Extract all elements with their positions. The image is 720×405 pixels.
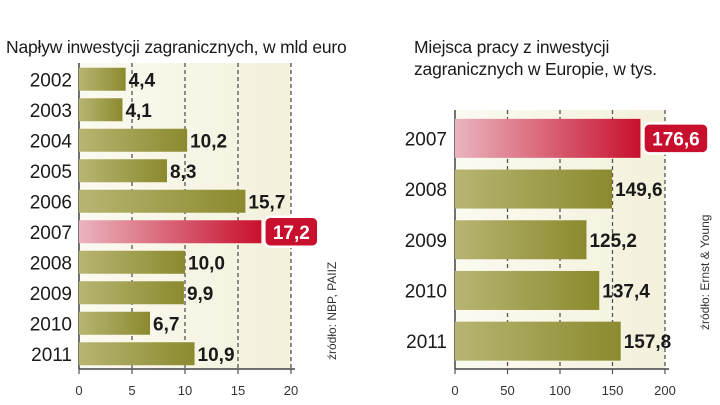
right-chart: 0 50 100 150 200 2007 176,6 2008 149,6 2009 125,2 2… <box>405 110 710 398</box>
right-chart-title-line-2: zagranicznych w Europie, w tys. <box>414 59 657 79</box>
left-chart-title: Napływ inwestycji zagranicznych, w mld e… <box>6 37 347 57</box>
left-bar-2006 <box>79 189 246 213</box>
left-category-label: 2011 <box>31 345 72 366</box>
right-tick-label: 150 <box>602 383 624 398</box>
left-category-label: 2007 <box>30 223 72 244</box>
left-bar-2007 <box>79 220 262 244</box>
left-tick-label: 0 <box>75 383 82 398</box>
right-chart-title-line-1: Miejsca pracy z inwestycji <box>414 37 610 57</box>
right-value-label: 149,6 <box>615 180 663 201</box>
left-tick-label: 5 <box>128 383 135 398</box>
left-value-label: 8,3 <box>170 162 196 183</box>
left-bar-2003 <box>79 98 123 122</box>
left-bar-2002 <box>79 67 126 91</box>
right-category-label: 2010 <box>405 281 447 302</box>
left-category-label: 2008 <box>30 253 72 274</box>
left-tick-label: 20 <box>284 383 298 398</box>
left-bar-2005 <box>79 159 167 183</box>
left-value-label: 17,2 <box>273 223 310 244</box>
left-value-label: 15,7 <box>248 192 285 213</box>
right-value-label: 176,6 <box>652 129 700 150</box>
left-category-label: 2003 <box>30 101 72 122</box>
left-category-label: 2009 <box>30 284 72 305</box>
right-highlight-badge <box>642 122 710 155</box>
right-bar-2008 <box>455 169 613 209</box>
left-value-label: 4,4 <box>129 70 156 91</box>
left-value-label: 10,0 <box>188 253 225 274</box>
right-value-label: 157,8 <box>624 332 672 353</box>
left-category-label: 2002 <box>30 70 72 91</box>
right-category-label: 2009 <box>405 231 447 252</box>
left-bar-2004 <box>79 128 188 152</box>
left-bar-2008 <box>79 250 185 274</box>
left-value-label: 10,2 <box>190 131 227 152</box>
right-bar-2009 <box>455 220 587 260</box>
left-bar-2011 <box>79 342 195 366</box>
right-tick-label: 50 <box>500 383 514 398</box>
right-tick-label: 100 <box>549 383 571 398</box>
left-highlight-badge <box>263 215 320 248</box>
left-chart: 0 5 10 15 20 2002 4,4 2003 4,1 2004 10,2 2005 8,3 200… <box>30 63 320 398</box>
left-bar-2010 <box>79 311 151 335</box>
left-category-label: 2010 <box>30 314 72 335</box>
right-value-label: 137,4 <box>602 281 650 302</box>
left-value-label: 6,7 <box>153 314 179 335</box>
left-value-label: 9,9 <box>187 284 213 305</box>
right-bar-2011 <box>455 321 621 361</box>
right-tick-label: 200 <box>654 383 676 398</box>
right-bar-2010 <box>455 270 600 310</box>
left-bar-2009 <box>79 281 184 305</box>
left-tick-label: 15 <box>231 383 245 398</box>
left-tick-label: 10 <box>178 383 192 398</box>
left-category-label: 2006 <box>30 192 72 213</box>
right-bar-2007 <box>455 118 641 158</box>
left-category-label: 2005 <box>30 162 72 183</box>
right-category-label: 2008 <box>405 180 447 201</box>
right-value-label: 125,2 <box>589 231 637 252</box>
right-tick-label: 0 <box>451 383 458 398</box>
left-category-label: 2004 <box>30 131 73 152</box>
left-value-label: 10,9 <box>198 345 235 366</box>
right-chart-title: Miejsca pracy z inwestycji zagranicznych… <box>414 36 657 80</box>
left-value-label: 4,1 <box>125 101 152 122</box>
right-category-label: 2007 <box>405 129 447 150</box>
right-category-label: 2011 <box>406 332 447 353</box>
